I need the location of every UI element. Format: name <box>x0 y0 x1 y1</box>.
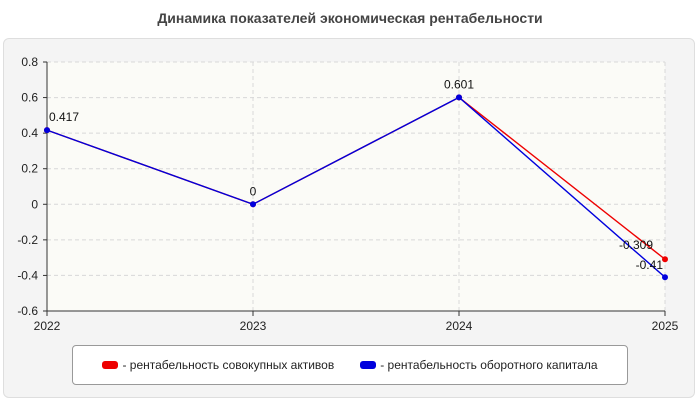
data-label: -0.309 <box>619 238 653 252</box>
y-tick-label: 0.6 <box>21 91 38 105</box>
series-group <box>44 94 668 281</box>
x-tick-label: 2025 <box>652 319 679 333</box>
y-tick-label: 0 <box>31 197 38 211</box>
legend-swatch-red <box>102 361 119 369</box>
legend-label: - рентабельность совокупных активов <box>122 358 335 372</box>
series-point-1 <box>456 94 462 101</box>
legend-item-working-capital[interactable]: - рентабельность оборотного капитала <box>360 358 598 372</box>
series-point-0 <box>662 256 668 263</box>
y-tick-label: -0.2 <box>17 233 38 247</box>
x-tick-label: 2023 <box>240 319 267 333</box>
legend-item-total-assets[interactable]: - рентабельность совокупных активов <box>102 358 334 372</box>
y-tick-label: 0.4 <box>21 126 38 140</box>
chart-title: Динамика показателей экономическая рента… <box>157 10 543 26</box>
y-tick-label: -0.4 <box>17 268 38 282</box>
y-tick-label: -0.6 <box>17 304 38 318</box>
data-label: -0.41 <box>636 258 664 272</box>
x-tick-label: 2024 <box>446 319 473 333</box>
legend-label: - рентабельность оборотного капитала <box>380 358 598 372</box>
series-point-1 <box>250 201 256 208</box>
legend-swatch-blue <box>360 361 377 369</box>
data-label: 0.601 <box>444 77 474 91</box>
series-point-1 <box>662 274 668 281</box>
y-tick-label: 0.2 <box>21 162 38 176</box>
data-label: 0.417 <box>49 110 79 124</box>
data-labels: -0.309 0.417 0 0.601 -0.41 <box>49 77 663 272</box>
y-tick-label: 0.8 <box>21 55 38 69</box>
data-label: 0 <box>250 184 257 198</box>
series-point-1 <box>44 127 50 134</box>
legend: - рентабельность совокупных активов - ре… <box>72 345 628 385</box>
series-line-1 <box>46 96 666 278</box>
x-tick-label: 2022 <box>34 319 61 333</box>
